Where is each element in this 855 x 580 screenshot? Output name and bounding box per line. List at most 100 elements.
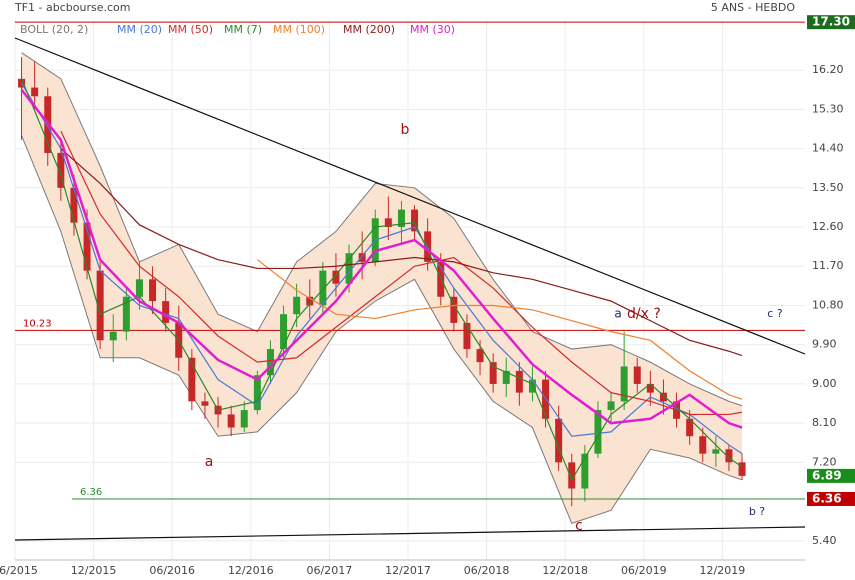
candle-body [581, 453, 589, 489]
plot: 10.23 6.36 [15, 52, 805, 525]
candle-body [109, 331, 117, 341]
y-tick-label: 9.00 [812, 377, 837, 390]
ma-line [21, 82, 743, 455]
x-tick-label: 06/2019 [621, 564, 667, 577]
x-tick-label: 12/2016 [228, 564, 274, 577]
candle-body [738, 462, 746, 476]
legend-entry: MM (30) [410, 23, 455, 36]
candle-body [149, 279, 157, 302]
candle-body [240, 410, 248, 428]
grid: 06/2015 12/2015 06/2016 12/2016 06/2017 12/20… [0, 20, 805, 577]
candle-body [201, 401, 209, 406]
candle-body [306, 296, 314, 306]
candle-body [699, 436, 707, 454]
annotation: a [614, 307, 621, 321]
candle-body [712, 449, 720, 454]
candle-body [70, 187, 78, 223]
candle-body [57, 152, 65, 188]
chart-subtitle: 5 ANS - HEBDO [711, 1, 795, 14]
candle-body [162, 301, 170, 323]
candle-body [450, 296, 458, 323]
high-marker-box [807, 15, 855, 30]
y-tick-label: 9.90 [812, 338, 837, 351]
candle-body [607, 401, 615, 411]
y-tick-label: 10.80 [812, 298, 844, 311]
annotation: c [575, 518, 583, 534]
y-tick-label: 7.20 [812, 455, 837, 468]
legend-entry: MM (7) [224, 23, 262, 36]
candle-body [659, 392, 667, 402]
x-tick-label: 12/2017 [385, 564, 431, 577]
trendline [14, 37, 806, 355]
annotation: d/x ? [627, 306, 661, 322]
x-tick-label: 06/2018 [464, 564, 510, 577]
candle-body [332, 270, 340, 284]
candle-body [83, 222, 91, 271]
chart-title: TF1 - abcbourse.com [14, 1, 130, 14]
legend: BOLL (20, 2) MM (20) MM (50) MM (7) MM (100)… [20, 23, 455, 36]
candle-body [515, 370, 523, 393]
candle-body [31, 87, 39, 97]
candle-body [555, 418, 563, 463]
candle-body [411, 209, 419, 232]
candle-body [227, 414, 235, 428]
trendline [14, 526, 806, 541]
y-tick-label: 15.30 [812, 102, 844, 115]
level-marker-label: 6.36 [812, 491, 842, 505]
candle-body [122, 296, 130, 332]
candle-body [280, 314, 288, 350]
x-tick-label: 12/2019 [700, 564, 746, 577]
candle-body [686, 418, 694, 437]
x-tick-label: 06/2017 [307, 564, 353, 577]
candle-body [253, 375, 261, 411]
y-tick-label: 8.10 [812, 416, 837, 429]
candle-body [437, 261, 445, 297]
x-tick-label: 12/2018 [542, 564, 588, 577]
candle-body [345, 253, 353, 284]
y-tick-label: 11.70 [812, 259, 844, 272]
candle-body [620, 366, 628, 402]
ma-line [20, 88, 743, 429]
candle-body [502, 370, 510, 384]
y-tick-label: 14.40 [812, 142, 844, 155]
y-tick-label: 12.60 [812, 220, 844, 233]
high-marker-label: 17.30 [812, 15, 850, 29]
candle-body [489, 362, 497, 384]
candle-body [96, 270, 104, 341]
level-label: 6.36 [80, 487, 102, 498]
candle-body [135, 279, 143, 297]
y-tick-label: 16.20 [812, 63, 844, 76]
y-axis: 5.40 7.20 8.10 9.00 9.90 10.80 11.70 12.60 13.50… [15, 15, 855, 547]
candle-body [397, 209, 405, 228]
ma-line [60, 148, 743, 357]
candle-body [476, 349, 484, 363]
ma-line [256, 259, 743, 400]
candle-body [293, 296, 301, 315]
ma-line [60, 130, 743, 416]
legend-entry: MM (50) [168, 23, 213, 36]
level-label: 10.23 [23, 318, 52, 329]
candle-body [646, 383, 654, 393]
candle-body [18, 78, 26, 88]
candle-body [384, 218, 392, 228]
x-tick-label: 06/2016 [149, 564, 195, 577]
last-price-box [807, 468, 855, 483]
level-marker-box [807, 491, 855, 506]
annotation: c ? [767, 307, 783, 320]
x-tick-label: 12/2015 [71, 564, 117, 577]
bollinger-lower [21, 135, 743, 525]
candle-body [725, 449, 733, 463]
legend-entry: MM (200) [343, 23, 395, 36]
candle-body [319, 270, 327, 306]
legend-entry: MM (20) [117, 23, 162, 36]
bollinger-upper [21, 52, 743, 407]
candle-body [266, 349, 274, 376]
y-tick-label: 13.50 [812, 181, 844, 194]
candle-body [528, 379, 536, 393]
candle-body [633, 366, 641, 384]
candle-body [594, 410, 602, 454]
x-tick-label: 06/2015 [0, 564, 38, 577]
annotation: a [205, 454, 214, 470]
legend-entry: MM (100) [273, 23, 325, 36]
